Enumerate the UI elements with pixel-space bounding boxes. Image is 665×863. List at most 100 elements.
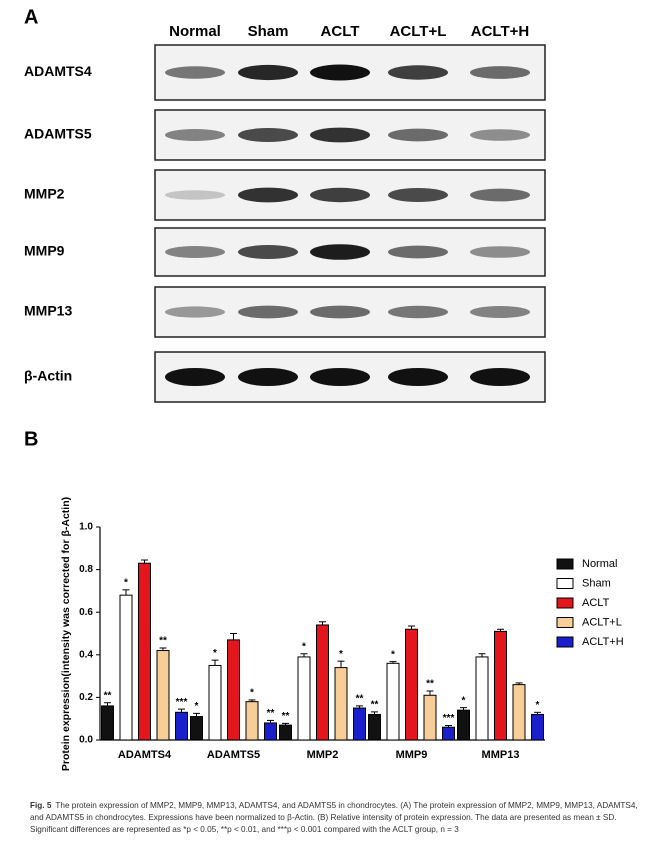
bar xyxy=(156,650,170,741)
blot-band xyxy=(388,65,448,80)
blot-band xyxy=(470,246,530,258)
significance-label: * xyxy=(213,648,217,659)
blot-band xyxy=(238,305,298,319)
x-tick-label: MMP2 xyxy=(307,749,339,761)
significance-label: ** xyxy=(371,700,379,711)
x-tick-label: ADAMTS4 xyxy=(118,749,172,761)
legend-swatch xyxy=(556,558,574,570)
blot-band xyxy=(238,128,298,142)
x-tick-label: ADAMTS5 xyxy=(207,749,260,761)
row-label: ADAMTS5 xyxy=(24,126,92,142)
legend-label: Sham xyxy=(582,577,611,589)
legend-label: ACLT+H xyxy=(582,636,624,648)
blot-band xyxy=(165,306,225,318)
row-label: MMP13 xyxy=(24,303,72,319)
legend-swatch xyxy=(556,597,574,609)
significance-label: * xyxy=(339,649,343,660)
blot-band xyxy=(165,190,225,200)
y-tick-label: 0.2 xyxy=(79,692,93,703)
significance-label: *** xyxy=(176,697,188,708)
row-label: ADAMTS4 xyxy=(24,63,92,79)
lane-label: ACLT xyxy=(321,23,360,40)
figure-svg: A B Protein expression(intensity was cor… xyxy=(24,6,624,771)
blot-band xyxy=(310,305,370,319)
blot-band xyxy=(165,66,225,79)
y-tick-label: 0.8 xyxy=(79,564,93,575)
bar xyxy=(316,624,329,741)
blot-band xyxy=(165,129,225,141)
row-label: β-Actin xyxy=(24,368,72,384)
significance-label: ** xyxy=(104,690,112,701)
bar xyxy=(442,726,455,741)
y-axis-label: Protein expression(intensity was correct… xyxy=(60,497,72,771)
bar xyxy=(353,707,366,741)
significance-label: ** xyxy=(267,708,275,719)
y-tick-label: 1.0 xyxy=(79,522,93,533)
bar xyxy=(297,656,311,741)
x-tick-label: MMP9 xyxy=(396,749,428,761)
significance-label: * xyxy=(391,649,395,660)
bar xyxy=(190,716,203,741)
bar xyxy=(175,711,188,741)
bar xyxy=(494,630,507,741)
y-tick-label: 0.0 xyxy=(79,735,93,746)
blot-band xyxy=(310,187,370,203)
row-label: MMP2 xyxy=(24,186,65,202)
significance-label: ** xyxy=(426,679,434,690)
blot-band xyxy=(470,368,530,386)
blot-band xyxy=(470,129,530,141)
bar xyxy=(423,694,437,741)
bar xyxy=(368,713,381,741)
significance-label: ** xyxy=(159,636,167,647)
blot-band xyxy=(165,368,225,386)
bar xyxy=(208,664,222,741)
blot-band xyxy=(310,244,370,260)
blot-band xyxy=(238,64,298,81)
panel-label: A xyxy=(24,6,38,28)
caption-label: Fig. 5 xyxy=(30,801,52,810)
significance-label: * xyxy=(536,700,540,711)
blot-band xyxy=(470,188,530,202)
blot-band xyxy=(388,245,448,259)
legend-swatch xyxy=(556,636,574,648)
blot-band xyxy=(238,245,298,259)
blot-band xyxy=(238,368,298,386)
bar xyxy=(138,562,151,741)
bar xyxy=(279,724,292,741)
bar xyxy=(475,656,489,741)
significance-label: * xyxy=(462,695,466,706)
blot-band xyxy=(470,66,530,79)
blot-band xyxy=(310,368,370,386)
blot-band xyxy=(388,128,448,142)
row-label: MMP9 xyxy=(24,243,65,259)
blot-band xyxy=(310,127,370,143)
caption-text: The protein expression of MMP2, MMP9, MM… xyxy=(30,801,638,834)
bar xyxy=(119,594,133,741)
blot-band xyxy=(310,64,370,81)
blot-band xyxy=(238,187,298,203)
bar xyxy=(512,684,526,741)
lane-label: Normal xyxy=(169,23,221,40)
significance-label: ** xyxy=(282,711,290,722)
y-tick-label: 0.6 xyxy=(79,607,93,618)
panel-label: B xyxy=(24,428,38,450)
significance-label: * xyxy=(195,701,199,712)
bar xyxy=(386,662,400,741)
legend-label: Normal xyxy=(582,558,617,570)
bar xyxy=(334,667,348,741)
blot-band xyxy=(388,368,448,386)
legend-label: ACLT+L xyxy=(582,616,622,628)
blot-band xyxy=(388,188,448,202)
significance-label: * xyxy=(250,688,254,699)
legend-label: ACLT xyxy=(582,597,610,609)
bar xyxy=(245,701,259,741)
bar xyxy=(405,628,418,741)
significance-label: ** xyxy=(356,694,364,705)
blot-band xyxy=(470,306,530,318)
blot-band xyxy=(165,246,225,258)
legend-swatch xyxy=(556,617,574,628)
bar xyxy=(227,639,240,741)
x-tick-label: MMP13 xyxy=(482,749,520,761)
bar xyxy=(457,709,470,741)
